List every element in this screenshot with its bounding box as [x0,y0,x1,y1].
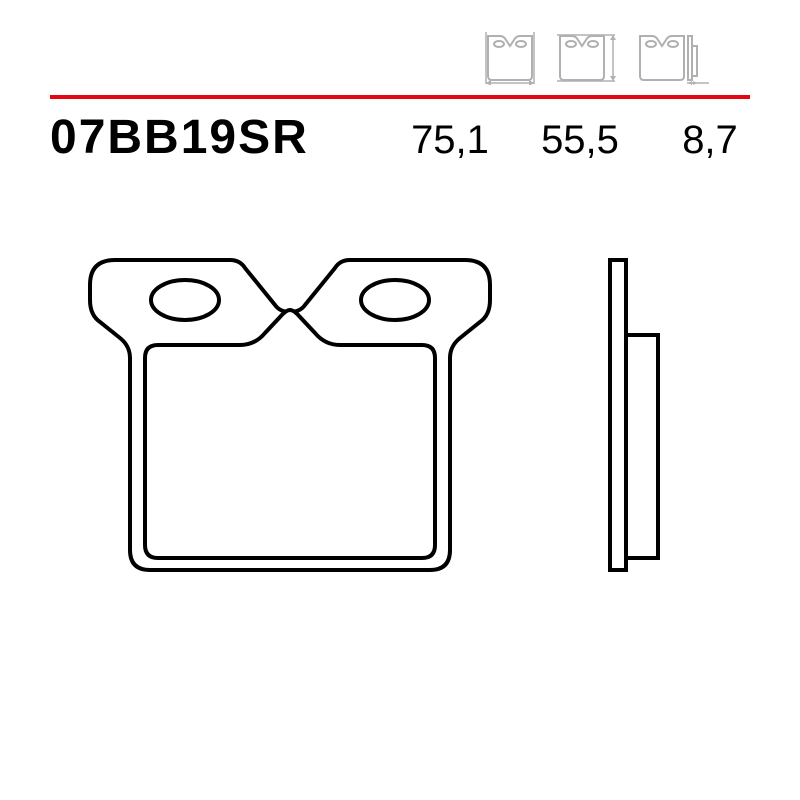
dimension-icons-row [480,30,710,90]
separator-line [50,95,750,99]
dimensions-row: 75,1 55,5 8,7 [410,118,750,163]
header-text-row: 07BB19SR 75,1 55,5 8,7 [50,110,750,165]
thickness-icon [635,30,710,90]
dim-width: 75,1 [410,118,490,163]
technical-drawing [50,200,750,750]
front-view [90,260,490,570]
width-icon [480,30,540,90]
diagram-container: 07BB19SR 75,1 55,5 8,7 [0,0,800,800]
dim-thickness: 8,7 [670,118,750,163]
part-number: 07BB19SR [50,110,309,165]
dim-height: 55,5 [540,118,620,163]
side-view [610,260,658,570]
height-icon [555,30,620,90]
